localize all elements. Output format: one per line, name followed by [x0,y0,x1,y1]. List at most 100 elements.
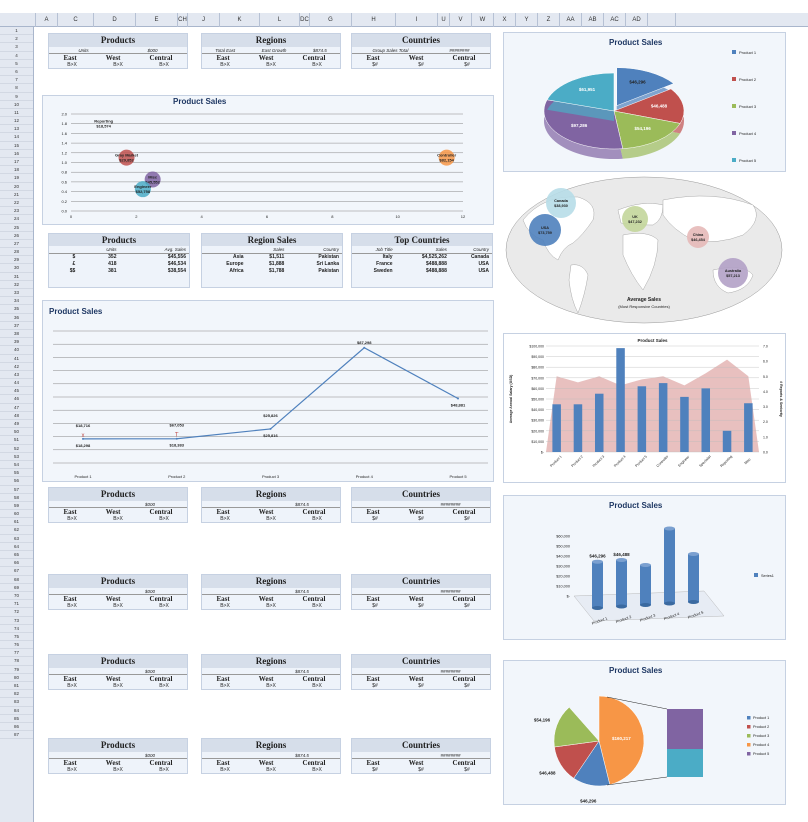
row-header-55[interactable]: 55 [0,469,33,478]
row-header-75[interactable]: 75 [0,633,33,642]
row-header-82[interactable]: 82 [0,690,33,699]
row-header-22[interactable]: 22 [0,199,33,208]
row-header-36[interactable]: 36 [0,314,33,322]
row-header-69[interactable]: 69 [0,584,33,592]
row-header-29[interactable]: 29 [0,256,33,265]
row-header-9[interactable]: 9 [0,93,33,101]
column-header-H[interactable]: H [352,13,396,27]
products-kpi-card[interactable]: Products $000 East West Central B>X B>X B>X [48,487,188,523]
column-header-I[interactable]: I [396,13,438,27]
row-header-38[interactable]: 38 [0,330,33,339]
row-header-78[interactable]: 78 [0,657,33,666]
row-header-71[interactable]: 71 [0,600,33,609]
row-header-42[interactable]: 42 [0,363,33,371]
row-header-13[interactable]: 13 [0,125,33,134]
products-kpi-card[interactable]: Products Units $000 East West Central B>X B>X B>… [48,33,188,69]
row-header-70[interactable]: 70 [0,592,33,601]
row-header-85[interactable]: 85 [0,715,33,723]
line-chart-panel[interactable]: Product Sales $18,298 $18,716 Product 1 $18… [42,300,494,482]
countries-kpi-card[interactable]: Countries ######## East West Central $# $# $# [351,654,491,690]
row-header-61[interactable]: 61 [0,518,33,527]
row-header-30[interactable]: 30 [0,264,33,273]
regions-kpi-card[interactable]: Regions Total East East Growth $874.5 East We… [201,33,341,69]
column-header-J[interactable]: J [188,13,220,27]
row-header-26[interactable]: 26 [0,232,33,240]
column-header-AA[interactable]: AA [560,13,582,27]
column-header-CH[interactable]: CH [178,13,188,27]
row-header-45[interactable]: 45 [0,387,33,396]
row-header-12[interactable]: 12 [0,117,33,126]
row-header-59[interactable]: 59 [0,502,33,511]
column-header-Z[interactable]: Z [538,13,560,27]
row-header-77[interactable]: 77 [0,649,33,658]
row-header-33[interactable]: 33 [0,289,33,298]
column-header-K[interactable]: K [220,13,260,27]
row-header-48[interactable]: 48 [0,412,33,420]
bar3d-chart-panel[interactable]: Product Sales $- $10,000 $20,000 $30,000 $40… [503,495,786,640]
countries-kpi-card[interactable]: Countries Group Sales Total ######## East We… [351,33,491,69]
row-header-56[interactable]: 56 [0,477,33,486]
row-header-8[interactable]: 8 [0,84,33,93]
column-header-DC[interactable]: DC [300,13,310,27]
row-header-76[interactable]: 76 [0,641,33,650]
row-header-68[interactable]: 68 [0,576,33,584]
column-header-Y[interactable]: Y [516,13,538,27]
column-header-AD[interactable]: AD [626,13,648,27]
pie-of-pie-chart-panel[interactable]: Product Sales $160,217 $46,296 $46,488 $54,… [503,660,786,805]
row-header-4[interactable]: 4 [0,52,33,60]
column-header-blank[interactable] [648,13,676,27]
row-header-5[interactable]: 5 [0,60,33,68]
row-header-58[interactable]: 58 [0,494,33,502]
row-header-60[interactable]: 60 [0,510,33,519]
row-header-72[interactable]: 72 [0,608,33,617]
products-kpi-card[interactable]: Products $000 East West Central B>X B>X B>X [48,574,188,610]
row-header-20[interactable]: 20 [0,183,33,191]
row-header-6[interactable]: 6 [0,68,33,77]
row-header-84[interactable]: 84 [0,707,33,715]
row-header-81[interactable]: 81 [0,682,33,691]
row-header-18[interactable]: 18 [0,166,33,175]
row-header-34[interactable]: 34 [0,297,33,306]
column-header-G[interactable]: G [310,13,352,27]
row-header-54[interactable]: 54 [0,461,33,470]
products-kpi-card[interactable]: Products $000 East West Central B>X B>X B>X [48,654,188,690]
row-header-17[interactable]: 17 [0,158,33,167]
row-header-73[interactable]: 73 [0,617,33,625]
row-header-52[interactable]: 52 [0,445,33,453]
column-header-D[interactable]: D [94,13,136,27]
row-header-3[interactable]: 3 [0,43,33,52]
regions-kpi-card[interactable]: Regions $874.5 East West Central B>X B>X B>X [201,574,341,610]
row-header-63[interactable]: 63 [0,535,33,543]
row-header-40[interactable]: 40 [0,346,33,355]
combo-chart-panel[interactable]: Product Sales $- $10,000 $20,000 $30,000 $40,… [503,333,786,483]
row-header-15[interactable]: 15 [0,142,33,150]
row-header-79[interactable]: 79 [0,666,33,674]
row-header-64[interactable]: 64 [0,543,33,551]
row-header-43[interactable]: 43 [0,371,33,380]
row-header-86[interactable]: 86 [0,723,33,732]
row-header-37[interactable]: 37 [0,322,33,330]
row-header-10[interactable]: 10 [0,101,33,109]
column-header-E[interactable]: E [136,13,178,27]
row-header-47[interactable]: 47 [0,404,33,412]
column-header-L[interactable]: L [260,13,300,27]
regions-kpi-card[interactable]: Regions $874.5 East West Central B>X B>X B>X [201,654,341,690]
row-header-50[interactable]: 50 [0,428,33,437]
row-header-65[interactable]: 65 [0,551,33,560]
row-header-1[interactable]: 1 [0,27,33,36]
row-header-35[interactable]: 35 [0,305,33,314]
row-header-11[interactable]: 11 [0,109,33,118]
row-header-25[interactable]: 25 [0,224,33,232]
row-header-19[interactable]: 19 [0,174,33,183]
column-header-X[interactable]: X [494,13,516,27]
row-header-27[interactable]: 27 [0,240,33,249]
row-header-51[interactable]: 51 [0,436,33,445]
countries-kpi-card[interactable]: Countries ######## East West Central $# $# $# [351,487,491,523]
row-header-14[interactable]: 14 [0,133,33,142]
row-header-21[interactable]: 21 [0,191,33,199]
column-header-AC[interactable]: AC [604,13,626,27]
scatter-chart-panel[interactable]: Product Sales 0.0 0.2 0.4 0.6 0.8 1.0 1.2 1.4 1.… [42,95,494,225]
row-header-7[interactable]: 7 [0,76,33,85]
row-header-41[interactable]: 41 [0,355,33,363]
column-header-AB[interactable]: AB [582,13,604,27]
